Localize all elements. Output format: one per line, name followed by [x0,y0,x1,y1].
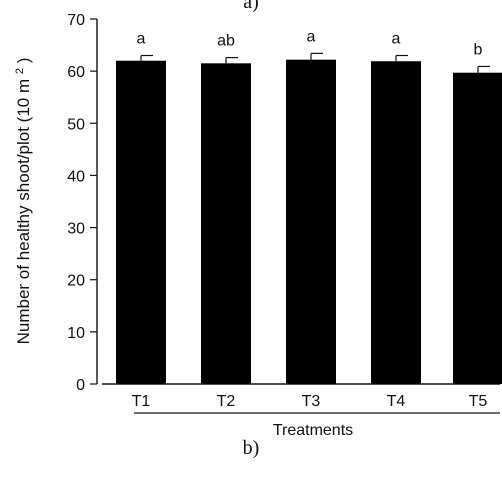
y-axis-label-prefix: Number of healthy shoot/plot (10 m [14,79,33,345]
top-caption: a) [243,0,259,13]
y-tick-label: 20 [67,273,85,290]
y-tick-label: 60 [67,64,85,81]
bottom-caption: b) [242,437,260,459]
significance-letter: a [137,31,146,48]
bar-t1 [116,60,166,384]
y-tick-label: 30 [67,221,85,238]
x-tick-label: T1 [132,393,151,410]
significance-letter: a [392,31,401,48]
x-axis-label: Treatments [273,422,353,439]
x-tick-label: T3 [302,393,321,410]
y-axis-label: Number of healthy shoot/plot (10 m 2 ) [14,58,33,345]
y-tick-label: 0 [76,377,85,394]
bar-t4 [371,61,421,384]
significance-letter: b [474,41,483,58]
y-tick-label: 50 [67,116,85,133]
y-tick-label: 40 [67,168,85,185]
bar-t2 [201,63,251,384]
x-tick-label: T2 [217,393,236,410]
bar-t5 [453,72,502,384]
significance-letter: ab [217,33,235,50]
bar-t3 [286,59,336,385]
labels-layer: a T1 ab T2 a T3 a T4 b T5 [132,28,488,410]
significance-letter: a [307,28,316,45]
y-tick-label: 10 [67,325,85,342]
y-tick-label: 70 [67,12,85,29]
bars-layer [116,52,502,385]
x-tick-label: T5 [469,393,488,410]
x-tick-label: T4 [387,393,406,410]
y-axis-label-superscript: 2 [14,68,26,74]
y-axis-label-suffix: ) [14,58,33,64]
